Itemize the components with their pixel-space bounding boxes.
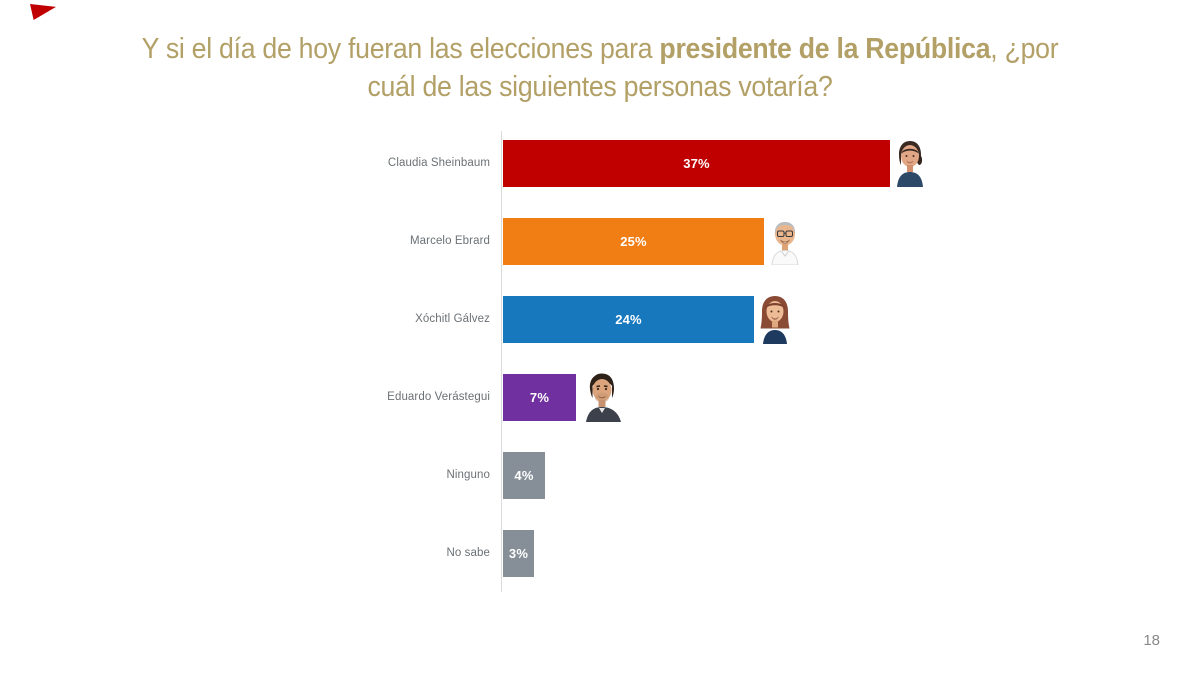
value-label: 7% — [529, 389, 550, 405]
category-label: Claudia Sheinbaum — [387, 157, 490, 169]
value-label: 4% — [514, 467, 534, 483]
bar: 37% — [503, 139, 890, 187]
chart-row: Claudia Sheinbaum 37% — [0, 124, 1200, 202]
value-label: 24% — [615, 311, 642, 327]
chart-row: Marcelo Ebrard 25% — [0, 202, 1200, 280]
bar: 4% — [503, 451, 545, 499]
bar: 24% — [503, 295, 754, 343]
chart-row: No sabe 3% — [0, 514, 1200, 592]
marcelo-ebrard-photo — [771, 222, 799, 265]
bar-area: 3% — [503, 529, 534, 577]
value-label: 3% — [508, 545, 529, 561]
corner-accent-mark — [30, 4, 56, 20]
title-text-bold: presidente de la República — [659, 33, 991, 65]
bar-area: 7% — [503, 372, 628, 422]
slide-title: Y si el día de hoy fueran las elecciones… — [48, 30, 1152, 106]
claudia-sheinbaum-photo — [897, 141, 923, 187]
value-label: 37% — [683, 155, 710, 171]
axis-line — [501, 131, 502, 592]
bar: 7% — [503, 373, 576, 421]
category-label: No sabe — [446, 547, 490, 559]
chart-row: Xóchitl Gálvez 24% — [0, 280, 1200, 358]
bar-area: 37% — [503, 139, 926, 187]
category-label: Eduardo Verástegui — [387, 391, 490, 403]
xochitl-galvez-photo — [760, 296, 790, 344]
category-label: Ninguno — [446, 469, 490, 481]
bar-area: 25% — [503, 217, 802, 265]
chart-rows: Claudia Sheinbaum 37% Marcelo Ebrard 25% X… — [0, 124, 1200, 592]
title-text-regular: Y si el día de hoy fueran las elecciones… — [141, 33, 660, 65]
chart-row: Eduardo Verástegui 7% — [0, 358, 1200, 436]
title-text-tail: , ¿por — [990, 33, 1059, 65]
bar-area: 4% — [503, 451, 545, 499]
eduardo-verastegui-photo — [586, 373, 621, 422]
chart-row: Ninguno 4% — [0, 436, 1200, 514]
page-number: 18 — [1143, 632, 1160, 649]
bar: 25% — [503, 217, 764, 265]
value-label: 25% — [620, 233, 647, 249]
category-label: Xóchitl Gálvez — [415, 313, 490, 325]
bar-chart: Claudia Sheinbaum 37% Marcelo Ebrard 25% X… — [0, 124, 1200, 592]
bar-area: 24% — [503, 294, 792, 344]
category-label: Marcelo Ebrard — [409, 235, 490, 247]
title-line2: cuál de las siguientes personas votaría? — [367, 71, 833, 103]
bar: 3% — [503, 529, 534, 577]
